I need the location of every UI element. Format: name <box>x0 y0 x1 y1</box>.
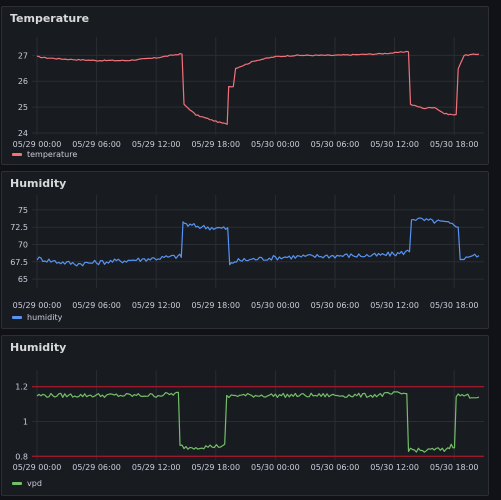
y-tick-label: 75 <box>18 206 28 215</box>
y-tick-label: 65 <box>18 275 28 284</box>
x-tick-label: 05/30 00:00 <box>251 463 300 472</box>
vpd-chart: 0.8 1 1.2 05/29 00:00 05/29 06:00 05/29 12:00… <box>13 370 484 472</box>
y-tick-label: 25 <box>18 103 28 112</box>
legend-swatch <box>12 153 22 156</box>
series-line-vpd <box>36 391 480 453</box>
y-tick-label: 0.8 <box>15 452 28 461</box>
panel-title: Humidity <box>10 341 67 354</box>
legend-label: temperature <box>27 150 78 159</box>
legend-swatch <box>12 482 22 485</box>
legend[interactable]: humidity <box>12 313 62 322</box>
x-tick-label: 05/29 18:00 <box>191 301 240 310</box>
x-tick-label: 05/29 06:00 <box>72 140 121 149</box>
y-tick-label: 67.5 <box>10 258 28 267</box>
x-tick-label: 05/29 06:00 <box>72 301 121 310</box>
series-line-humidity <box>36 217 480 267</box>
humidity-panel: Humidity 65 67.5 70 72.5 75 05/29 00:00 05/29 … <box>1 171 489 329</box>
y-tick-label: 1 <box>23 417 28 426</box>
x-tick-label: 05/30 00:00 <box>251 140 300 149</box>
x-tick-label: 05/30 06:00 <box>311 140 360 149</box>
x-tick-label: 05/29 12:00 <box>132 301 181 310</box>
x-tick-label: 05/30 18:00 <box>430 463 479 472</box>
series-line-temperature <box>36 50 480 126</box>
y-tick-label: 26 <box>18 77 28 86</box>
y-tick-label: 70 <box>18 241 28 250</box>
x-tick-label: 05/30 18:00 <box>430 301 479 310</box>
legend-label: vpd <box>27 479 42 488</box>
x-tick-label: 05/29 12:00 <box>132 463 181 472</box>
vpd-panel: Humidity 0.8 1 1.2 05/29 00:00 05/29 06:00 05… <box>1 335 489 496</box>
legend-label: humidity <box>27 313 63 322</box>
x-tick-label: 05/30 12:00 <box>370 301 419 310</box>
x-tick-label: 05/30 12:00 <box>370 463 419 472</box>
legend-swatch <box>12 316 22 319</box>
panel-title: Temperature <box>10 12 90 25</box>
x-tick-label: 05/29 12:00 <box>132 140 181 149</box>
x-tick-label: 05/29 06:00 <box>72 463 121 472</box>
x-tick-label: 05/30 00:00 <box>251 301 300 310</box>
humidity-chart: 65 67.5 70 72.5 75 05/29 00:00 05/29 06:00 05/2… <box>10 195 484 310</box>
x-tick-label: 05/29 00:00 <box>13 301 62 310</box>
y-tick-label: 24 <box>18 129 28 138</box>
legend[interactable]: vpd <box>12 479 42 488</box>
y-tick-label: 72.5 <box>10 223 28 232</box>
temperature-panel: Temperature 24 25 26 27 05/29 00:00 05/29 06:… <box>1 6 489 165</box>
legend[interactable]: temperature <box>12 150 77 159</box>
x-tick-label: 05/29 00:00 <box>13 463 62 472</box>
x-tick-label: 05/29 18:00 <box>191 140 240 149</box>
x-tick-label: 05/30 06:00 <box>311 463 360 472</box>
x-tick-label: 05/29 00:00 <box>13 140 62 149</box>
x-tick-label: 05/30 06:00 <box>311 301 360 310</box>
y-tick-label: 27 <box>18 51 28 60</box>
x-tick-label: 05/30 18:00 <box>430 140 479 149</box>
temperature-chart: 24 25 26 27 05/29 00:00 05/29 06:00 05/29 12:0… <box>13 37 484 149</box>
y-tick-label: 1.2 <box>15 383 28 392</box>
x-tick-label: 05/30 12:00 <box>370 140 419 149</box>
x-tick-label: 05/29 18:00 <box>191 463 240 472</box>
panel-title: Humidity <box>10 177 67 190</box>
